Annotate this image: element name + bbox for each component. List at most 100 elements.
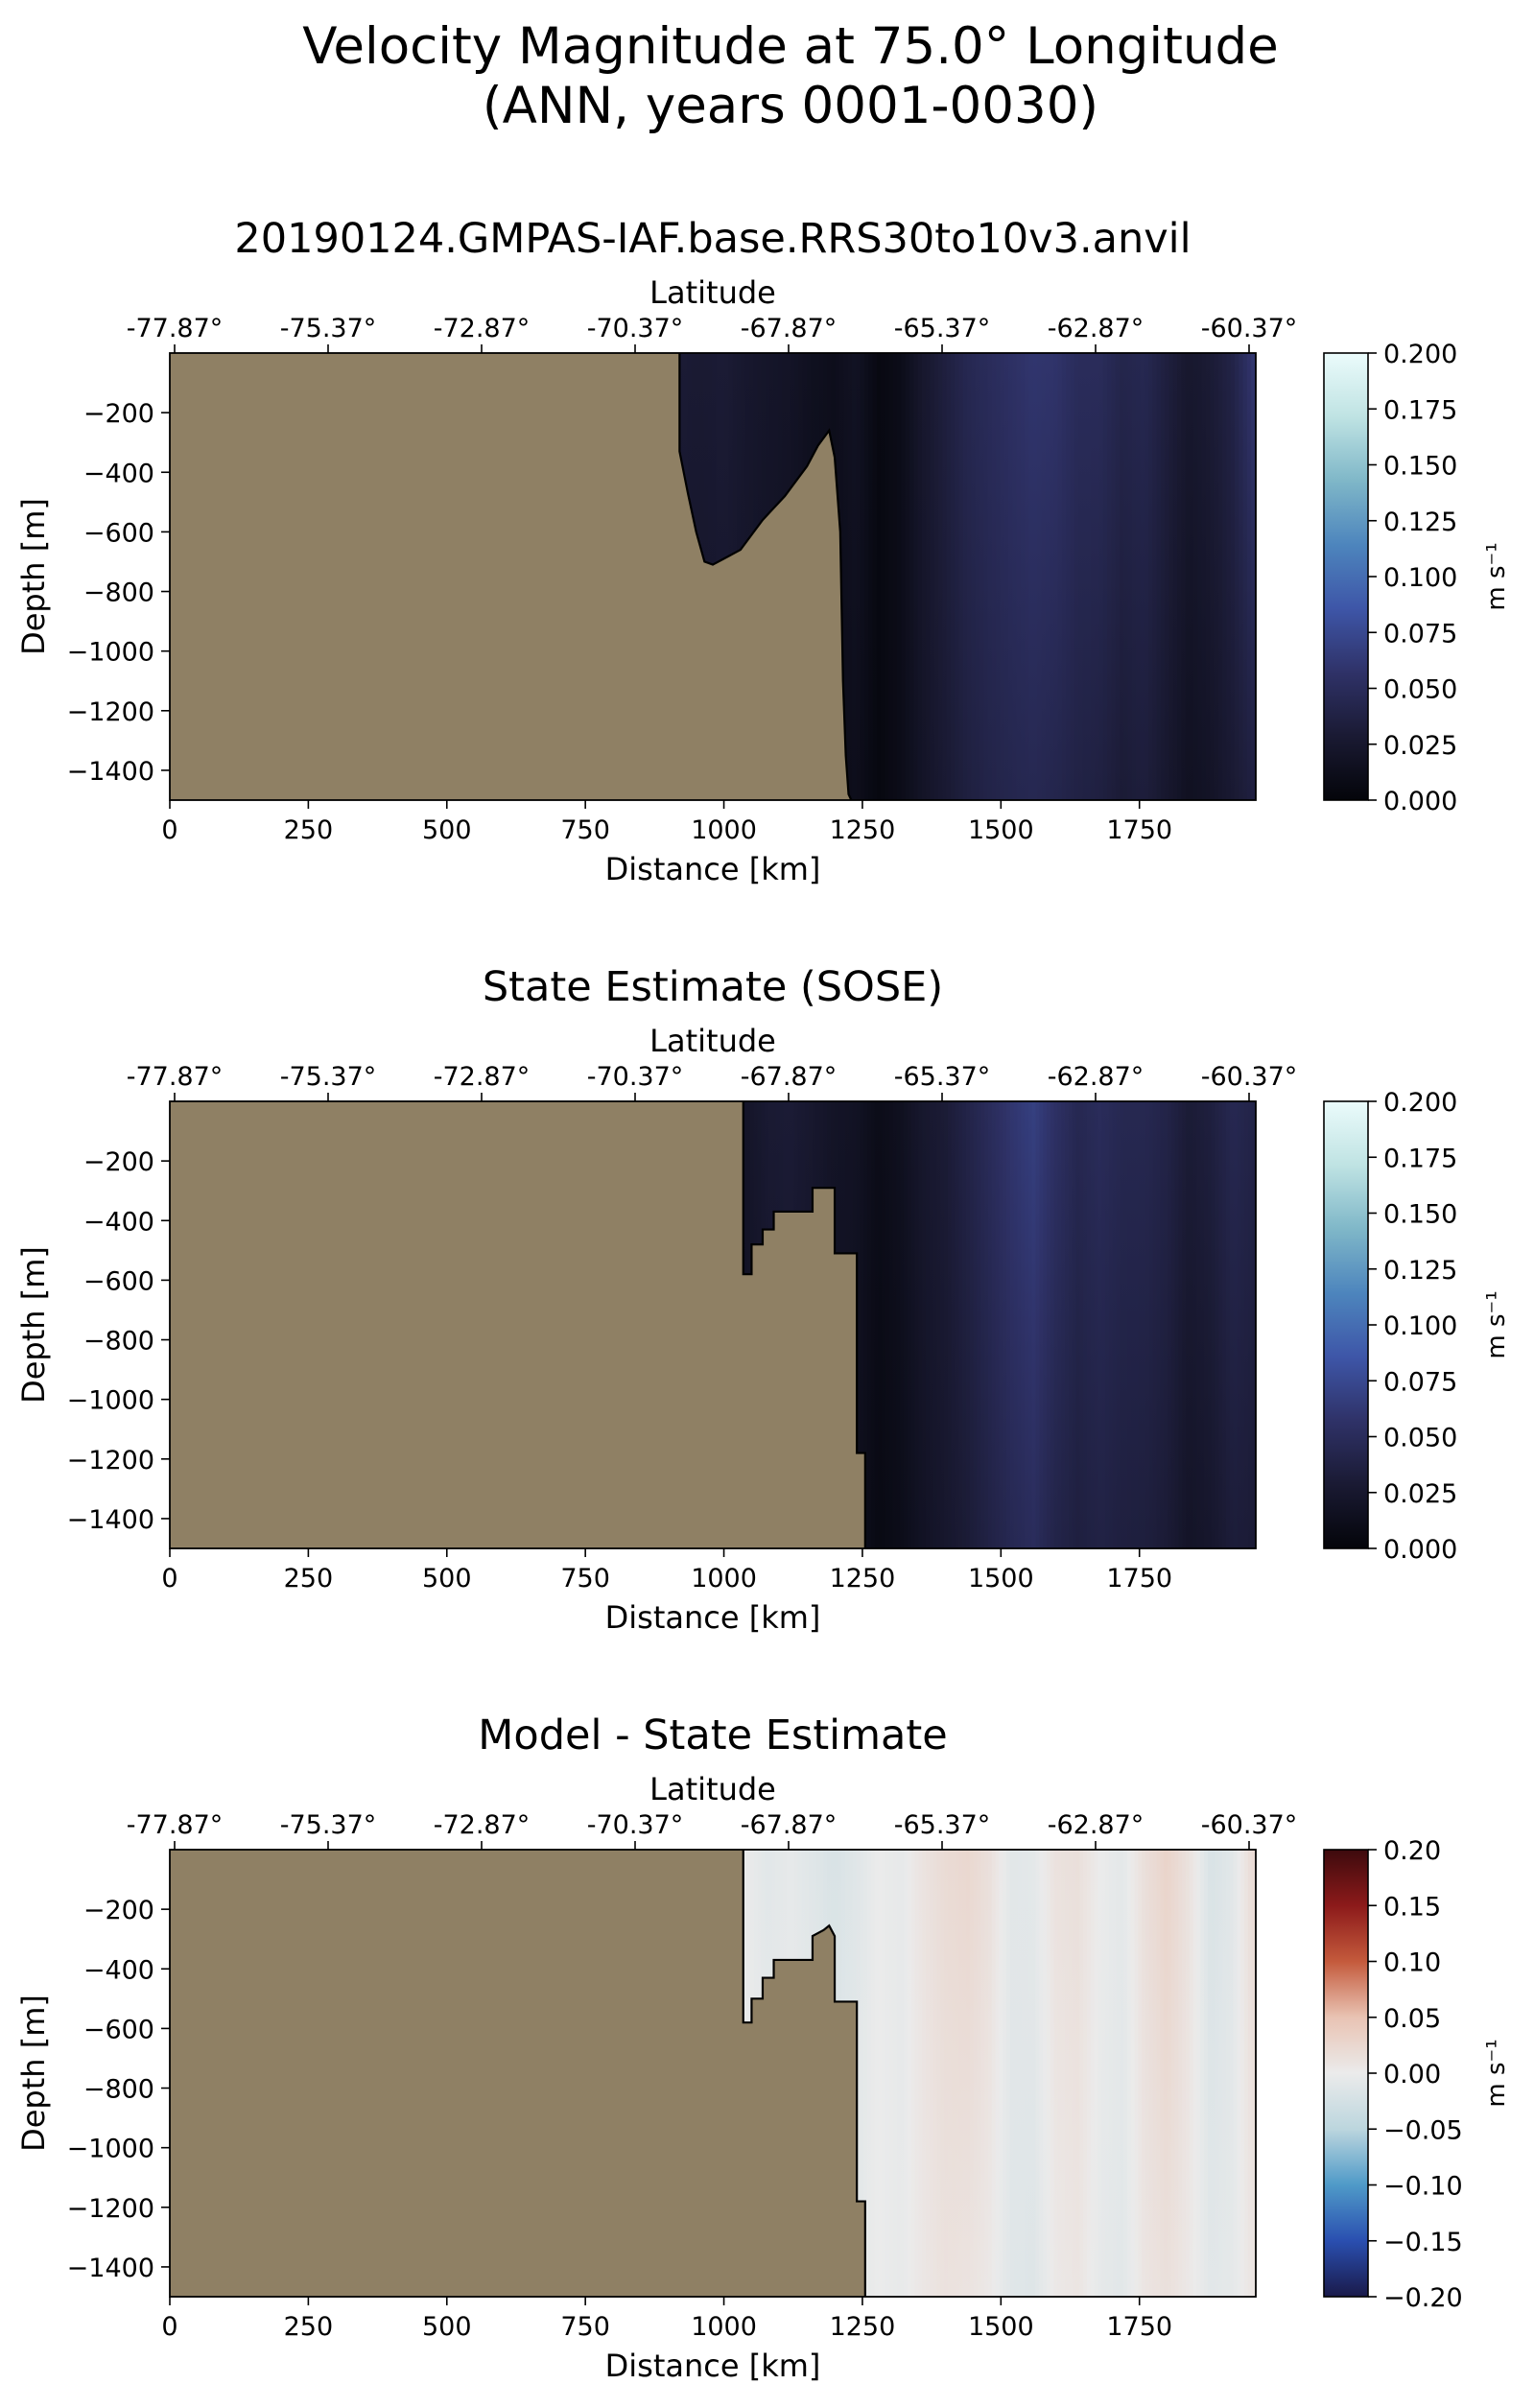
- field-column: [921, 353, 928, 800]
- field-column: [1116, 1101, 1121, 1548]
- field-column: [1131, 353, 1138, 800]
- y-tick-label: −1000: [67, 1386, 154, 1416]
- field-column: [991, 1101, 997, 1548]
- field-column: [1247, 1101, 1253, 1548]
- x-tick-label: 500: [422, 2312, 472, 2342]
- y-tick-label: −200: [83, 399, 154, 429]
- field-column: [918, 1850, 924, 2297]
- field-column: [922, 1850, 928, 2297]
- x-tick-label: 250: [284, 815, 334, 845]
- field-column: [896, 1850, 902, 2297]
- y-tick-label: −400: [83, 459, 154, 488]
- field-column: [929, 1850, 934, 2297]
- field-column: [1126, 1101, 1132, 1548]
- field-column: [1098, 353, 1104, 800]
- field-column: [1225, 1850, 1231, 2297]
- field-column: [955, 1850, 960, 2297]
- field-column: [967, 353, 973, 800]
- x-tick-label: 0: [161, 1564, 177, 1594]
- field-column: [1148, 1101, 1154, 1548]
- field-column: [1178, 1850, 1184, 2297]
- field-column: [926, 1101, 932, 1548]
- colorbar-tick-label: 0.200: [1383, 340, 1457, 369]
- x-tick-label: 0: [161, 2312, 177, 2342]
- field-column: [1090, 353, 1097, 800]
- y-tick-label: −600: [83, 1266, 154, 1296]
- top-x-tick-label: -70.37°: [587, 1810, 684, 1840]
- colorbar-label: m s⁻¹: [1482, 2039, 1511, 2107]
- field-column: [1237, 1850, 1242, 2297]
- colorbar-tick-label: 0.200: [1383, 1088, 1457, 1118]
- x-tick-label: 1250: [830, 2312, 896, 2342]
- field-column: [888, 1850, 894, 2297]
- field-column: [995, 1850, 1001, 2297]
- field-column: [1192, 1850, 1198, 2297]
- field-column: [1174, 1101, 1180, 1548]
- field-column: [1008, 353, 1014, 800]
- field-column: [1097, 1101, 1103, 1548]
- field-column: [1072, 1101, 1077, 1548]
- field-column: [942, 353, 948, 800]
- field-column: [1192, 1101, 1198, 1548]
- colorbar-tick-label: 0.050: [1383, 1424, 1457, 1453]
- colorbar-tick-label: 0.125: [1383, 1256, 1457, 1286]
- field-column: [1017, 1101, 1023, 1548]
- field-column: [1105, 1101, 1111, 1548]
- field-column: [1239, 353, 1244, 800]
- field-column: [1152, 353, 1158, 800]
- field-column: [1101, 1850, 1107, 2297]
- colorbar: 0.200 0.175 0.150 0.125 0.100 0.075 0.050 0.025…: [1323, 340, 1511, 816]
- field-column: [1017, 1850, 1023, 2297]
- field-column: [940, 1101, 946, 1548]
- top-x-tick-label: -77.87°: [127, 314, 224, 343]
- field-column: [973, 1850, 979, 2297]
- field-column: [951, 353, 956, 800]
- field-column: [1218, 1850, 1224, 2297]
- colorbar: 0.200 0.175 0.150 0.125 0.100 0.075 0.050 0.025…: [1323, 1088, 1511, 1565]
- field-column: [1061, 1850, 1067, 2297]
- top-x-tick-label: -70.37°: [587, 314, 684, 343]
- top-x-tick-label: -67.87°: [741, 314, 838, 343]
- colorbar-gradient: [1323, 352, 1369, 801]
- field-column: [947, 1850, 953, 2297]
- field-column: [1229, 1850, 1235, 2297]
- field-column: [1225, 1101, 1231, 1548]
- field-column: [1009, 1850, 1015, 2297]
- field-column: [1025, 1850, 1030, 2297]
- field-column: [1197, 353, 1203, 800]
- field-column: [1053, 1850, 1059, 2297]
- x-tick-label: 0: [161, 815, 177, 845]
- field-column: [1032, 353, 1039, 800]
- field-column: [975, 353, 981, 800]
- x-axis-label: Distance [km]: [605, 2348, 821, 2384]
- field-column: [969, 1101, 975, 1548]
- field-column: [1043, 1850, 1049, 2297]
- field-column: [1142, 1101, 1147, 1548]
- field-column: [885, 353, 890, 800]
- field-column: [1222, 1850, 1228, 2297]
- field-column: [1138, 1850, 1144, 2297]
- field-column: [1156, 1850, 1162, 2297]
- field-column: [905, 353, 911, 800]
- field-column: [1126, 1850, 1132, 2297]
- field-column: [929, 1101, 934, 1548]
- y-axis-label: Depth [m]: [15, 498, 52, 655]
- field-column: [856, 353, 861, 800]
- field-column: [958, 1101, 964, 1548]
- colorbar-tick-label: −0.15: [1383, 2228, 1463, 2257]
- y-tick-label: −1000: [67, 2135, 154, 2164]
- x-axis-label: Distance [km]: [605, 851, 821, 887]
- x-tick-label: 250: [284, 2312, 334, 2342]
- top-x-tick-label: -67.87°: [741, 1810, 838, 1840]
- field-column: [922, 1101, 928, 1548]
- field-column: [1116, 1850, 1121, 2297]
- field-column: [1185, 1101, 1192, 1548]
- field-column: [1043, 1101, 1049, 1548]
- field-column: [1189, 1850, 1194, 2297]
- field-column: [1119, 353, 1125, 800]
- field-column: [1164, 1850, 1169, 2297]
- field-column: [1145, 1850, 1151, 2297]
- field-column: [888, 1101, 894, 1548]
- field-column: [1218, 1101, 1224, 1548]
- colorbar-tick-label: 0.100: [1383, 563, 1457, 593]
